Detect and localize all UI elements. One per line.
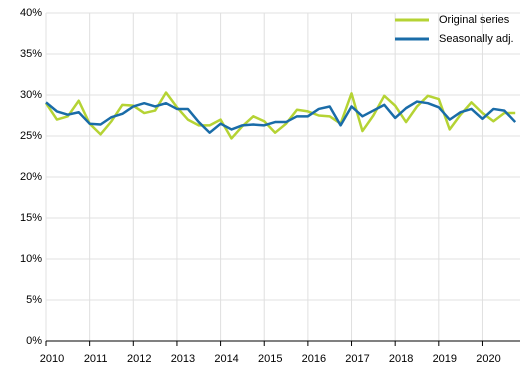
y-tick-label: 35% <box>20 48 42 60</box>
x-tick-label: 2010 <box>40 353 64 365</box>
y-tick-label: 40% <box>20 7 42 19</box>
legend-label: Seasonally adj. <box>439 33 514 45</box>
x-tick-label: 2020 <box>476 353 500 365</box>
x-tick-label: 2011 <box>84 353 108 365</box>
x-tick-label: 2018 <box>389 353 413 365</box>
series-line <box>45 100 517 134</box>
x-tick-label: 2015 <box>258 353 282 365</box>
y-tick-label: 25% <box>20 130 42 142</box>
series-line <box>44 91 516 140</box>
x-tick-label: 2016 <box>302 353 326 365</box>
x-tick-label: 2012 <box>127 353 151 365</box>
y-tick-label: 5% <box>26 294 42 306</box>
y-tick-label: 15% <box>20 212 42 224</box>
x-tick-label: 2014 <box>214 353 238 365</box>
y-tick-label: 20% <box>20 171 42 183</box>
x-tick-label: 2013 <box>171 353 195 365</box>
x-tick-label: 2017 <box>345 353 369 365</box>
y-tick-label: 10% <box>20 253 42 265</box>
legend-label: Original series <box>439 14 510 26</box>
y-tick-label: 30% <box>20 89 42 101</box>
y-tick-label: 0% <box>26 335 42 347</box>
x-tick-label: 2019 <box>433 353 457 365</box>
